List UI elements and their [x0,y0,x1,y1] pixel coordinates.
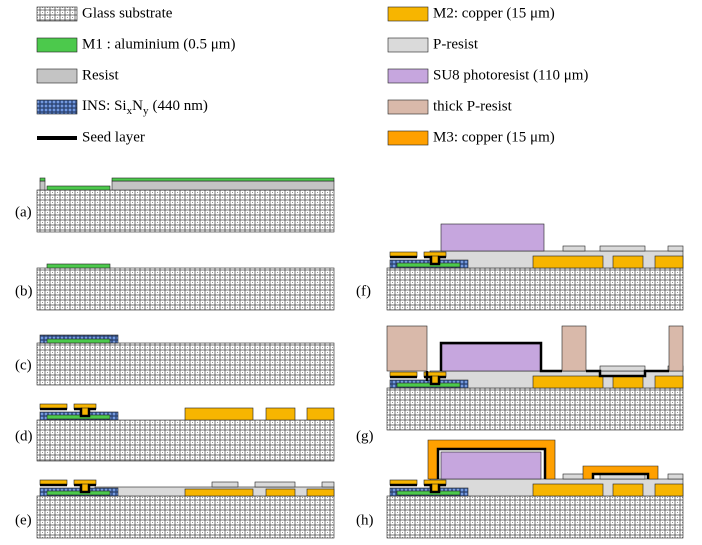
m2-copper [655,256,683,268]
m2-copper [266,408,295,420]
panel-label: (b) [15,283,33,299]
m1-layer [47,264,110,268]
p-resist [600,246,645,251]
m2-copper [185,489,253,496]
m2-copper [307,489,334,496]
panel-label: (g) [356,428,374,444]
m1-layer [47,415,110,419]
m1-layer [40,178,45,181]
glass-substrate [37,190,334,232]
m2-copper [266,489,295,496]
su8-photoresist [441,224,544,251]
glass-substrate [387,496,683,538]
glass-substrate [387,388,683,430]
legend-label: Resist [82,67,120,83]
glass-substrate [37,420,334,461]
m1-layer [397,491,460,495]
m1-layer [112,178,334,181]
thick-p-resist [669,326,683,371]
legend-swatch [37,7,77,21]
m1-layer [397,263,460,267]
panel-label: (c) [15,357,32,373]
legend-swatch [388,100,428,114]
panel-label: (h) [356,512,374,528]
glass-substrate [37,268,334,310]
m2-copper [655,376,683,388]
m2-copper [533,376,603,388]
m1-layer [47,339,110,343]
legend-label-part: (440 nm) [152,98,207,114]
p-resist [255,482,295,487]
legend-swatch [388,38,428,52]
p-resist [668,246,683,251]
legend-label: P-resist [433,36,479,52]
legend-swatch [37,100,77,114]
legend-label: Glass substrate [82,5,173,21]
legend-swatch [37,69,77,83]
legend-swatch [388,7,428,21]
panel-label: (d) [15,428,33,444]
p-resist [212,482,238,487]
legend-label: M3: copper (15 μm) [433,129,555,145]
glass-substrate [37,496,334,538]
legend-label: M1 : aluminium (0.5 μm) [82,36,235,52]
m2-copper [185,408,253,420]
resist-layer [40,181,45,190]
m2-copper [533,484,603,496]
legend-label: INS: SixNy(440 nm) [82,98,208,116]
p-resist [668,474,683,479]
m2-copper [613,376,643,388]
p-resist [600,366,645,371]
legend-label: Seed layer [82,129,145,145]
m1-layer [47,491,110,495]
p-resist [563,474,585,479]
p-resist [322,482,334,487]
legend-swatch [388,69,428,83]
panel-label: (f) [356,283,371,299]
m2-copper [655,484,683,496]
p-resist [563,246,585,251]
process-diagram: Glass substrate M1 : aluminium (0.5 μm) Re… [0,0,702,545]
thick-p-resist [562,326,586,371]
m2-copper [307,408,334,420]
glass-substrate [37,343,334,385]
page: Glass substrate M1 : aluminium (0.5 μm) Re… [0,0,702,545]
legend-swatch [37,38,77,52]
legend-label: SU8 photoresist (110 μm) [433,67,588,83]
panel-label: (e) [15,512,32,528]
legend-label-part: N [132,98,143,114]
panel-label: (a) [15,204,32,220]
thick-p-resist [387,326,427,371]
m2-copper [613,256,643,268]
resist-layer [112,181,334,190]
m1-layer [47,186,110,190]
su8-photoresist [441,452,541,479]
legend-label: M2: copper (15 μm) [433,5,555,21]
m2-copper [613,484,643,496]
legend-label-part: INS: Si [82,98,127,114]
legend-label: thick P-resist [433,98,513,114]
legend-label-part: y [143,105,149,117]
m1-layer [397,383,460,387]
su8-photoresist [441,344,541,371]
glass-substrate [387,268,683,310]
legend-swatch [388,131,428,145]
m2-copper [533,256,603,268]
